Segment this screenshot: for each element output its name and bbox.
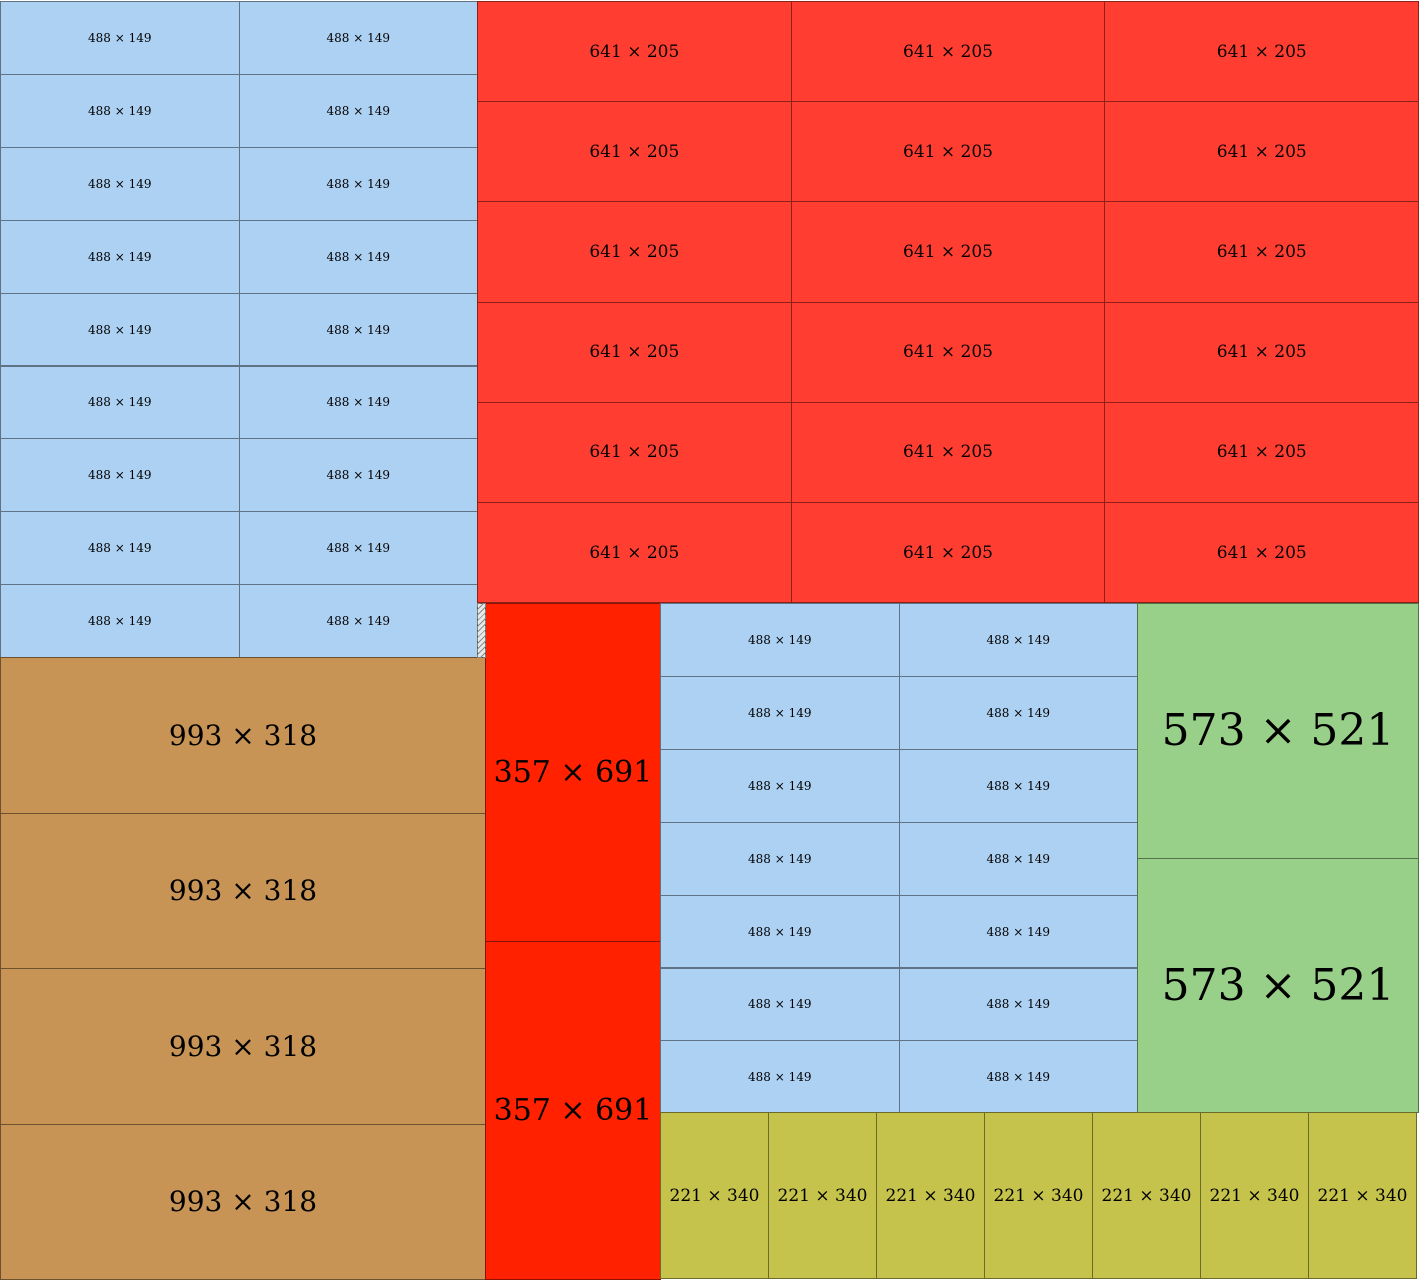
box-488x149: 488 × 149 [660,1040,900,1114]
box-488x149: 488 × 149 [660,603,900,677]
box-357x691: 357 × 691 [485,941,661,1280]
box-993x318: 993 × 318 [0,657,486,814]
box-488x149: 488 × 149 [239,1,479,75]
box-488x149: 488 × 149 [899,1040,1139,1114]
box-488x149: 488 × 149 [239,366,479,440]
box-221x340: 221 × 340 [1308,1112,1417,1279]
unused-space-hatch [477,603,486,658]
box-488x149: 488 × 149 [0,584,240,658]
box-357x691: 357 × 691 [485,603,661,942]
box-641x205: 641 × 205 [477,1,792,102]
box-488x149: 488 × 149 [0,293,240,367]
box-488x149: 488 × 149 [660,676,900,750]
box-488x149: 488 × 149 [239,438,479,512]
box-488x149: 488 × 149 [239,74,479,148]
box-641x205: 641 × 205 [477,502,792,603]
box-641x205: 641 × 205 [477,101,792,202]
box-993x318: 993 × 318 [0,813,486,970]
box-488x149: 488 × 149 [660,822,900,896]
box-641x205: 641 × 205 [791,302,1106,403]
box-488x149: 488 × 149 [0,366,240,440]
box-573x521: 573 × 521 [1137,858,1419,1114]
box-641x205: 641 × 205 [791,1,1106,102]
box-488x149: 488 × 149 [239,220,479,294]
box-993x318: 993 × 318 [0,968,486,1125]
box-488x149: 488 × 149 [0,220,240,294]
box-488x149: 488 × 149 [899,676,1139,750]
box-641x205: 641 × 205 [791,101,1106,202]
box-641x205: 641 × 205 [1104,302,1419,403]
box-488x149: 488 × 149 [660,749,900,823]
box-641x205: 641 × 205 [1104,201,1419,302]
box-641x205: 641 × 205 [1104,502,1419,603]
box-641x205: 641 × 205 [477,201,792,302]
box-488x149: 488 × 149 [0,438,240,512]
box-488x149: 488 × 149 [0,1,240,75]
box-641x205: 641 × 205 [477,302,792,403]
box-221x340: 221 × 340 [984,1112,1093,1279]
box-221x340: 221 × 340 [1092,1112,1201,1279]
box-488x149: 488 × 149 [0,147,240,221]
box-221x340: 221 × 340 [768,1112,877,1279]
box-221x340: 221 × 340 [876,1112,985,1279]
box-641x205: 641 × 205 [477,402,792,503]
box-488x149: 488 × 149 [899,895,1139,969]
box-641x205: 641 × 205 [791,201,1106,302]
box-641x205: 641 × 205 [1104,402,1419,503]
box-488x149: 488 × 149 [899,968,1139,1042]
box-641x205: 641 × 205 [1104,101,1419,202]
box-488x149: 488 × 149 [0,74,240,148]
box-488x149: 488 × 149 [239,511,479,585]
box-221x340: 221 × 340 [660,1112,769,1279]
box-573x521: 573 × 521 [1137,603,1419,859]
box-641x205: 641 × 205 [791,502,1106,603]
box-221x340: 221 × 340 [1200,1112,1309,1279]
box-488x149: 488 × 149 [660,968,900,1042]
box-488x149: 488 × 149 [239,147,479,221]
box-488x149: 488 × 149 [899,603,1139,677]
box-488x149: 488 × 149 [899,822,1139,896]
box-488x149: 488 × 149 [899,749,1139,823]
box-488x149: 488 × 149 [239,293,479,367]
box-488x149: 488 × 149 [239,584,479,658]
box-993x318: 993 × 318 [0,1124,486,1280]
box-488x149: 488 × 149 [660,895,900,969]
box-641x205: 641 × 205 [791,402,1106,503]
box-488x149: 488 × 149 [0,511,240,585]
box-641x205: 641 × 205 [1104,1,1419,102]
